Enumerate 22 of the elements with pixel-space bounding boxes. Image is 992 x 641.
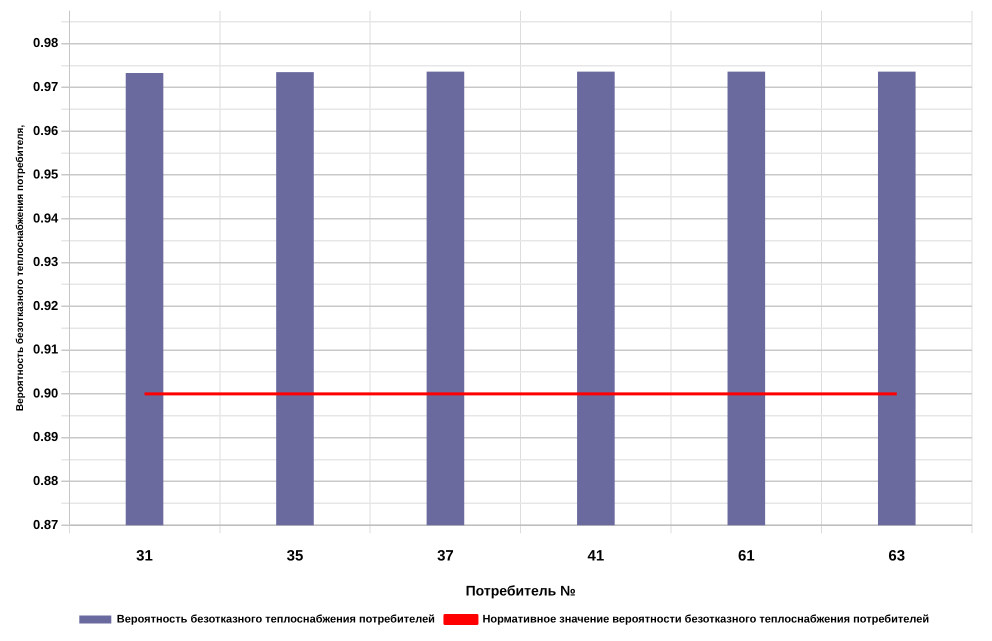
y-tick-label: 0.92 — [32, 298, 58, 313]
y-tick-label: 0.95 — [32, 166, 58, 182]
y-tick-label: 0.90 — [32, 385, 58, 400]
y-tick-label: 0.94 — [32, 210, 60, 226]
x-tick-label: 61 — [738, 547, 755, 564]
x-tick-label: 41 — [588, 547, 604, 564]
y-tick-label: 0.97 — [32, 78, 58, 94]
y-axis-title: Вероятность безотказного теплоснабжения потребителя, — [14, 124, 26, 412]
x-tick-label: 63 — [888, 547, 906, 564]
y-tick-label: 0.87 — [32, 516, 58, 532]
x-tick-label: 35 — [286, 547, 304, 564]
y-tick-label: 0.93 — [32, 254, 58, 270]
x-tick-label: 37 — [437, 547, 454, 564]
y-tick-label: 0.96 — [32, 122, 58, 138]
y-tick-label: 0.91 — [32, 342, 58, 357]
y-tick-label: 0.98 — [32, 35, 58, 50]
legend-label: Вероятность безотказного теплоснабжения потребителей — [116, 614, 435, 626]
legend-label: Нормативное значение вероятности безотказного теплоснабжения потребителей — [482, 614, 930, 626]
x-tick-label: 31 — [136, 547, 153, 564]
y-tick-label: 0.89 — [32, 429, 58, 444]
x-axis-title: Потребитель № — [466, 582, 576, 598]
y-tick-label: 0.88 — [32, 473, 58, 488]
